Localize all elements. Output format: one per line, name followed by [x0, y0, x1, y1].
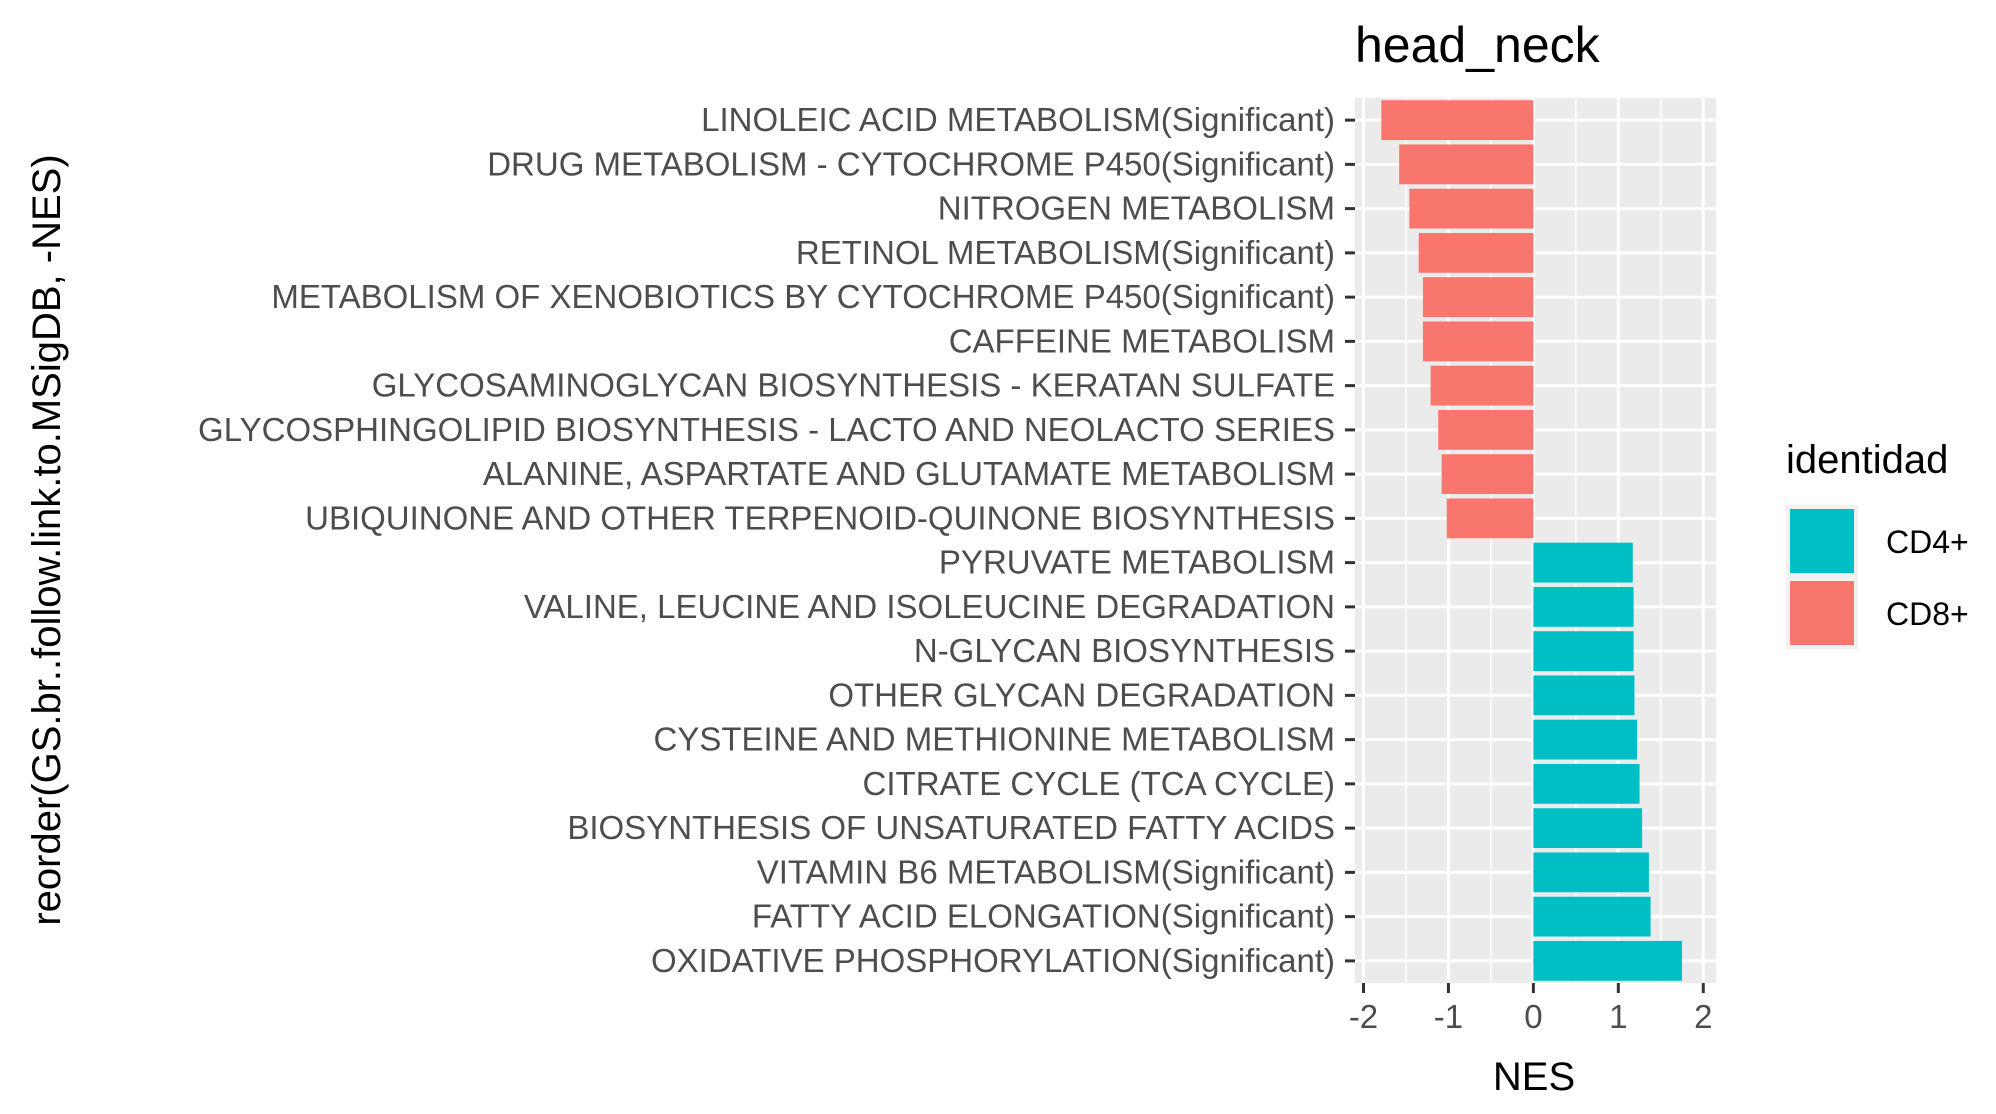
bars — [1381, 100, 1683, 981]
x-axis-title: NES — [1493, 1055, 1575, 1099]
x-tick-label: 2 — [1694, 998, 1712, 1035]
y-tick-label: PYRUVATE METABOLISM — [939, 544, 1335, 581]
legend: identidad CD4+ CD8+ — [1786, 438, 1969, 649]
y-tick-label: N-GLYCAN BIOSYNTHESIS — [914, 632, 1335, 669]
bar — [1533, 808, 1643, 849]
bar — [1533, 940, 1683, 981]
bar — [1422, 277, 1534, 318]
legend-label: CD4+ — [1886, 524, 1969, 560]
bar — [1409, 188, 1534, 229]
y-tick-label: GLYCOSAMINOGLYCAN BIOSYNTHESIS - KERATAN… — [372, 367, 1335, 404]
x-tick-label: -1 — [1434, 998, 1463, 1035]
legend-items: CD4+ CD8+ — [1786, 505, 1969, 649]
y-tick-label: GLYCOSPHINGOLIPID BIOSYNTHESIS - LACTO A… — [198, 411, 1335, 448]
bar — [1418, 232, 1534, 273]
legend-title: identidad — [1786, 438, 1948, 482]
bar — [1422, 321, 1534, 362]
bar — [1533, 586, 1634, 627]
legend-label: CD8+ — [1886, 596, 1969, 632]
y-tick-label: ALANINE, ASPARTATE AND GLUTAMATE METABOL… — [483, 455, 1335, 492]
y-tick-label: DRUG METABOLISM - CYTOCHROME P450(Signif… — [487, 145, 1335, 182]
x-tick-label: -2 — [1349, 998, 1378, 1035]
y-tick-label: OXIDATIVE PHOSPHORYLATION(Significant) — [651, 942, 1335, 979]
y-axis: LINOLEIC ACID METABOLISM(Significant) DRU… — [198, 101, 1355, 979]
bar — [1533, 852, 1649, 893]
y-tick-label: METABOLISM OF XENOBIOTICS BY CYTOCHROME … — [271, 278, 1335, 315]
y-tick-label: BIOSYNTHESIS OF UNSATURATED FATTY ACIDS — [567, 809, 1335, 846]
y-tick-label: CAFFEINE METABOLISM — [949, 322, 1335, 359]
y-tick-label: OTHER GLYCAN DEGRADATION — [828, 676, 1335, 713]
y-tick-label: CITRATE CYCLE (TCA CYCLE) — [863, 765, 1335, 802]
y-tick-label: UBIQUINONE AND OTHER TERPENOID-QUINONE B… — [305, 499, 1335, 536]
legend-swatch — [1790, 581, 1854, 645]
y-tick-label: FATTY ACID ELONGATION(Significant) — [752, 898, 1335, 935]
x-axis: -2 -1 0 1 2 — [1349, 983, 1712, 1035]
plot-panel — [1355, 98, 1716, 983]
bar — [1533, 719, 1638, 760]
bar — [1446, 498, 1534, 539]
bar — [1441, 454, 1534, 495]
bar — [1399, 144, 1534, 185]
bar — [1533, 542, 1633, 583]
y-tick-label: NITROGEN METABOLISM — [938, 190, 1335, 227]
y-tick-label: VITAMIN B6 METABOLISM(Significant) — [757, 853, 1335, 890]
x-tick-label: 0 — [1524, 998, 1542, 1035]
y-tick-label: LINOLEIC ACID METABOLISM(Significant) — [701, 101, 1335, 138]
bar — [1533, 631, 1634, 672]
bar — [1533, 763, 1640, 804]
y-axis-title: reorder(GS.br..follow.link.to.MSigDB, -N… — [25, 154, 69, 925]
x-tick-label: 1 — [1609, 998, 1627, 1035]
legend-swatch — [1790, 509, 1854, 573]
y-tick-label: RETINOL METABOLISM(Significant) — [796, 234, 1335, 271]
chart-title: head_neck — [1355, 17, 1601, 73]
bar — [1381, 100, 1534, 141]
y-tick-label: CYSTEINE AND METHIONINE METABOLISM — [654, 721, 1335, 758]
bar — [1438, 409, 1534, 450]
bar — [1430, 365, 1534, 406]
bar — [1533, 896, 1651, 937]
y-tick-label: VALINE, LEUCINE AND ISOLEUCINE DEGRADATI… — [524, 588, 1335, 625]
bar — [1533, 675, 1635, 716]
